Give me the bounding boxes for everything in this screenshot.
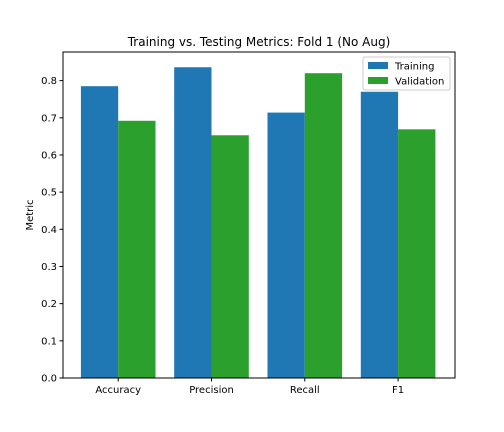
y-tick-label: 0.8 — [41, 76, 57, 87]
bar-training-accuracy — [80, 86, 119, 378]
bars-group — [80, 67, 436, 379]
y-tick-label: 0.2 — [41, 299, 57, 310]
y-tick-label: 0.4 — [41, 225, 57, 236]
x-tick-label: Recall — [290, 385, 320, 396]
x-tick-label: Accuracy — [95, 385, 141, 396]
bar-training-f1 — [360, 91, 399, 379]
bar-training-precision — [174, 67, 212, 379]
y-tick-label: 0.3 — [41, 262, 57, 273]
y-tick-label: 0.0 — [41, 374, 57, 385]
x-tick-label: Precision — [189, 385, 234, 396]
y-tick-label: 0.6 — [41, 150, 57, 161]
y-tick-label: 0.5 — [41, 188, 57, 199]
legend-swatch-training — [368, 62, 388, 69]
bar-validation-f1 — [398, 129, 436, 378]
y-tick-label: 0.1 — [41, 336, 57, 347]
y-axis-label: Metric — [25, 199, 36, 230]
chart-title: Training vs. Testing Metrics: Fold 1 (No… — [127, 35, 391, 49]
legend-swatch-validation — [368, 77, 388, 84]
legend-label-validation: Validation — [395, 77, 444, 88]
bar-validation-accuracy — [118, 120, 156, 379]
legend: Training Validation — [362, 56, 451, 91]
bar-training-recall — [267, 112, 305, 378]
y-tick-label: 0.7 — [41, 113, 57, 124]
bar-validation-precision — [211, 135, 249, 378]
bar-validation-recall — [304, 73, 343, 378]
x-axis: Accuracy Precision Recall F1 — [95, 378, 404, 396]
axes-frame — [62, 51, 456, 379]
x-tick-label: F1 — [392, 385, 404, 396]
y-axis: 0.0 0.1 0.2 0.3 0.4 0.5 0.6 0.7 0.8 — [41, 76, 63, 385]
legend-label-training: Training — [394, 62, 434, 73]
